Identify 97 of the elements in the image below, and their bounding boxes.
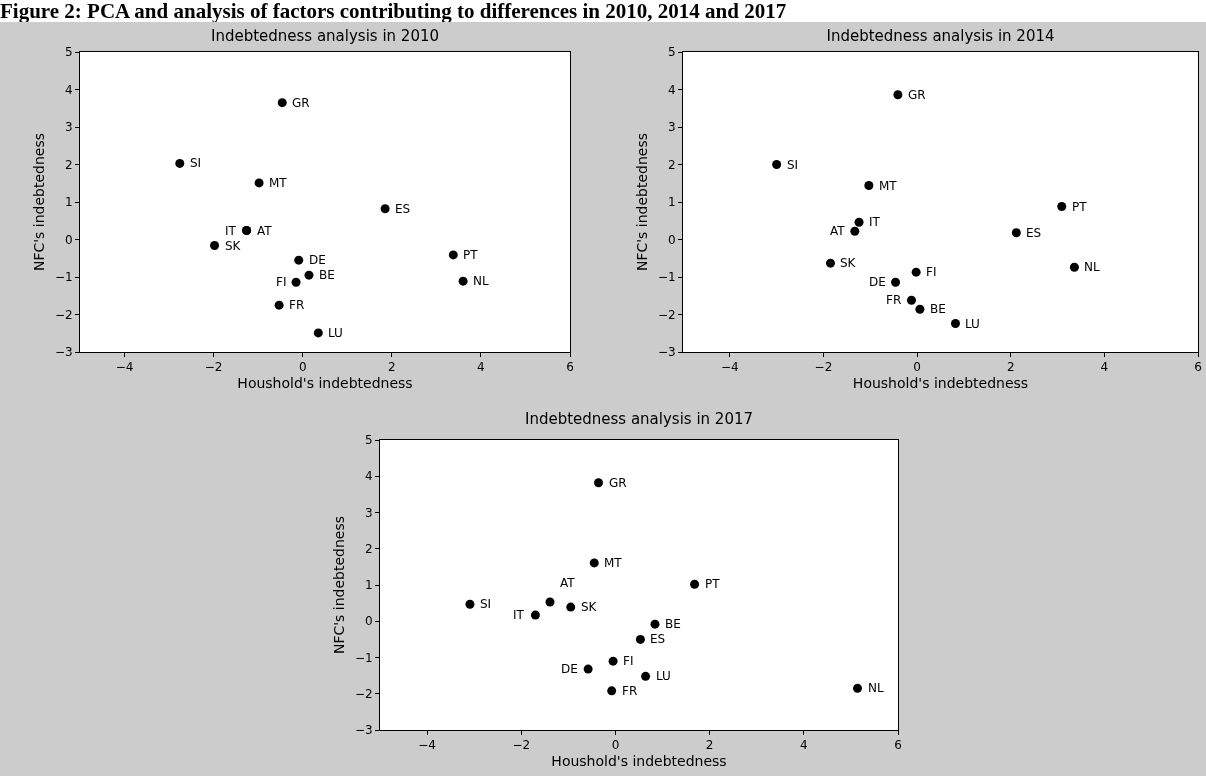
- x-tick-label: −4: [720, 360, 739, 375]
- annotation: IT: [225, 224, 237, 238]
- y-tick-label: 4: [364, 469, 373, 484]
- annotation: FR: [886, 293, 902, 307]
- annotation: NL: [868, 681, 884, 695]
- x-axis-title: Houshold's indebtedness: [237, 374, 413, 391]
- caption: Figure 2: PCA and analysis of factors contributing to differences in 2010, 2014 and 2017: [0, 0, 788, 23]
- y-tick-label: 2: [667, 157, 676, 172]
- annotation: SK: [581, 600, 598, 614]
- y-tick-label: −1: [54, 270, 73, 285]
- annotation: MT: [879, 179, 898, 193]
- annotation: MT: [269, 176, 288, 190]
- y-tick-label: 2: [364, 541, 373, 556]
- y-tick-label: 5: [364, 433, 373, 448]
- y-tick-label: −1: [657, 270, 676, 285]
- y-tick-label: 3: [364, 505, 373, 520]
- annotation: DE: [561, 662, 578, 676]
- annotation: SK: [225, 239, 242, 253]
- annotation: AT: [257, 224, 273, 238]
- x-tick-label: −2: [512, 738, 531, 753]
- x-tick-label: −2: [814, 360, 833, 375]
- annotation: BE: [930, 302, 946, 316]
- y-tick-label: 3: [64, 120, 73, 135]
- annotation: IT: [513, 608, 525, 622]
- y-tick-label: −2: [354, 686, 373, 701]
- annotation: NL: [473, 274, 489, 288]
- x-tick-label: 4: [477, 360, 485, 375]
- annotation: FR: [622, 684, 638, 698]
- y-axis-title: NFC's indebtedness: [331, 515, 348, 655]
- annotation: LU: [965, 317, 980, 331]
- annotation: GR: [292, 96, 310, 110]
- x-axis-title: Houshold's indebtedness: [551, 752, 727, 769]
- annotation: SK: [840, 256, 857, 270]
- annotation: BE: [665, 617, 681, 631]
- y-tick-label: −3: [354, 723, 373, 738]
- annotation: PT: [705, 577, 721, 591]
- annotation: FR: [289, 298, 305, 312]
- annotation: DE: [309, 253, 326, 267]
- x-tick-label: 0: [913, 360, 921, 375]
- x-tick-label: 4: [1100, 360, 1109, 375]
- annotation: ES: [395, 202, 411, 216]
- annotation: NL: [1084, 260, 1100, 274]
- annotation: LU: [656, 669, 671, 683]
- annotation: AT: [830, 224, 846, 238]
- x-tick-label: 4: [800, 738, 808, 753]
- annotation: GR: [609, 476, 627, 490]
- x-tick-label: −2: [204, 360, 223, 375]
- chart-title: Indebtedness analysis in 2017: [524, 409, 754, 428]
- annotation: SI: [190, 156, 202, 170]
- annotation: SI: [480, 597, 492, 611]
- annotation: LU: [328, 326, 343, 340]
- annotation: ES: [650, 632, 666, 646]
- x-tick-label: 2: [705, 738, 714, 753]
- annotation: DE: [869, 275, 886, 289]
- chart-title: Indebtedness analysis in 2014: [826, 26, 1055, 45]
- y-axis-title: NFC's indebtedness: [634, 132, 651, 272]
- y-tick-label: 0: [64, 232, 73, 247]
- annotation: SI: [787, 158, 799, 172]
- annotation: PT: [1072, 200, 1088, 214]
- x-tick-label: 6: [894, 738, 902, 753]
- annotation: AT: [560, 576, 576, 590]
- y-tick-label: 1: [64, 195, 73, 210]
- x-tick-label: −4: [115, 360, 134, 375]
- annotation: FI: [276, 275, 287, 289]
- x-tick-label: 0: [611, 738, 620, 753]
- annotation: FI: [926, 265, 937, 279]
- x-tick-label: 0: [298, 360, 307, 375]
- annotation: GR: [908, 88, 926, 102]
- y-tick-label: 0: [364, 614, 373, 629]
- annotation: MT: [604, 556, 623, 570]
- y-tick-label: 4: [64, 82, 73, 97]
- y-tick-label: 1: [667, 195, 676, 210]
- chart-title: Indebtedness analysis in 2010: [210, 26, 440, 45]
- x-tick-label: 6: [566, 360, 574, 375]
- annotation: BE: [319, 268, 335, 282]
- y-tick-label: 2: [64, 157, 73, 172]
- x-tick-label: 2: [388, 360, 396, 375]
- annotation: IT: [869, 215, 881, 229]
- y-tick-label: −3: [54, 345, 73, 360]
- y-tick-label: 4: [667, 82, 676, 97]
- y-tick-label: −3: [657, 345, 676, 360]
- y-tick-label: 5: [64, 45, 73, 60]
- annotation: FI: [623, 654, 634, 668]
- y-tick-label: 0: [667, 232, 676, 247]
- y-tick-label: 3: [667, 120, 676, 135]
- x-tick-label: −4: [418, 738, 436, 753]
- y-tick-label: 1: [364, 578, 373, 593]
- y-tick-label: −2: [54, 307, 73, 322]
- x-tick-label: 2: [1006, 360, 1015, 375]
- y-tick-label: −1: [354, 650, 373, 665]
- x-axis-title: Houshold's indebtedness: [852, 374, 1029, 391]
- y-tick-label: −2: [657, 307, 676, 322]
- x-tick-label: 6: [1194, 360, 1202, 375]
- annotation: ES: [1026, 226, 1042, 240]
- y-tick-label: 5: [667, 45, 676, 60]
- y-axis-title: NFC's indebtedness: [31, 132, 48, 272]
- annotation: PT: [463, 248, 479, 262]
